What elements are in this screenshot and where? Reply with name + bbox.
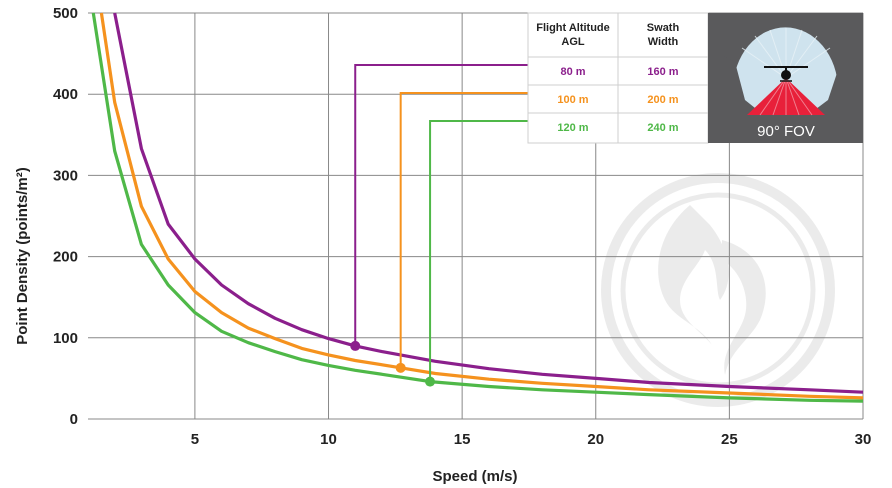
x-tick-label: 30	[855, 431, 872, 448]
fov-illustration: 90° FOV	[708, 13, 863, 143]
watermark-logo-icon	[601, 173, 835, 407]
table-header: Swath Width	[647, 22, 680, 48]
series-line-120m	[91, 12, 864, 403]
y-tick-label: 300	[53, 167, 78, 184]
x-axis-title: Speed (m/s)	[432, 468, 517, 485]
x-tick-label: 25	[721, 431, 738, 448]
leader-lines	[354, 64, 528, 382]
series-marker	[425, 376, 436, 387]
y-tick-labels: 0 100 200 300 400 500	[53, 5, 78, 428]
x-tick-label: 10	[320, 431, 337, 448]
table-altitude-cell: 120 m	[557, 122, 588, 134]
helicopter-icon	[764, 66, 808, 82]
table-header: Flight Altitude AGL	[536, 22, 610, 48]
series-marker	[395, 362, 406, 373]
x-tick-labels: 5 10 15 20 25 30	[191, 431, 872, 448]
y-axis-title: Point Density (points/m²)	[14, 167, 31, 345]
leader-line	[429, 120, 528, 382]
fov-label: 90° FOV	[757, 123, 815, 140]
series-marker	[350, 340, 361, 351]
table-swath-cell: 240 m	[647, 122, 678, 134]
x-tick-label: 15	[454, 431, 471, 448]
x-tick-label: 20	[587, 431, 604, 448]
altitude-table: Flight Altitude AGL Swath Width 80 m 160 m 100…	[527, 12, 709, 144]
table-altitude-cell: 100 m	[557, 94, 588, 106]
table-swath-cell: 200 m	[647, 94, 678, 106]
table-swath-cell: 160 m	[647, 66, 678, 78]
series-markers	[350, 340, 436, 387]
y-tick-label: 400	[53, 86, 78, 103]
series-line-100m	[99, 12, 864, 400]
y-tick-label: 100	[53, 330, 78, 347]
y-tick-label: 500	[53, 5, 78, 22]
y-tick-label: 0	[70, 411, 78, 428]
leader-line	[399, 92, 528, 368]
x-tick-label: 5	[191, 431, 199, 448]
leader-line	[354, 64, 528, 346]
table-altitude-cell: 80 m	[560, 66, 585, 78]
y-tick-label: 200	[53, 249, 78, 266]
